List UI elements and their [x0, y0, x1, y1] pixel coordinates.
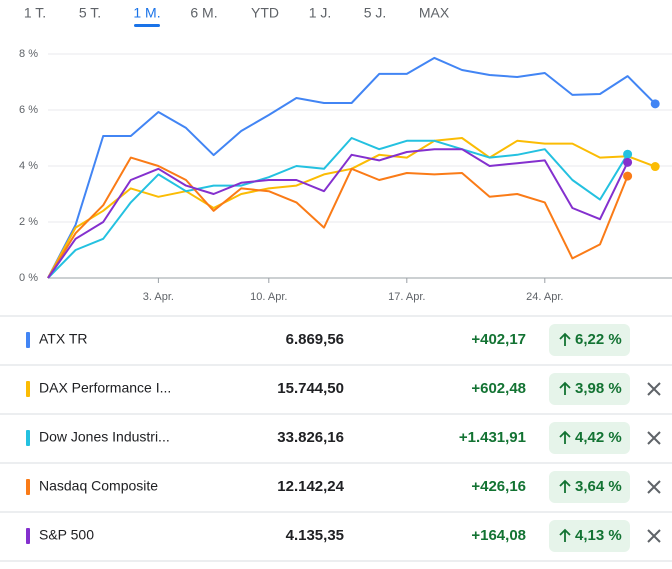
x-tick-label: 17. Apr. — [388, 291, 425, 303]
range-tab[interactable]: 6 M. — [190, 5, 217, 21]
up-arrow — [559, 528, 571, 542]
end-dot — [650, 162, 660, 172]
change: +426,16 — [471, 478, 526, 495]
series-line — [47, 156, 629, 279]
change: +602,48 — [471, 380, 526, 397]
up-arrow — [559, 430, 571, 444]
price: 15.744,50 — [277, 380, 344, 397]
index-name: ATX TR — [39, 331, 88, 347]
x-tick-label: 3. Apr. — [143, 291, 174, 303]
percent-chip — [549, 471, 630, 503]
percent-change: 3,64 % — [575, 478, 622, 495]
percent-chip — [549, 422, 630, 454]
remove-button[interactable] — [647, 431, 661, 445]
change: +164,08 — [471, 527, 526, 544]
index-name: Dow Jones Industri... — [39, 429, 170, 445]
change: +1.431,91 — [459, 429, 526, 446]
series-line — [47, 137, 656, 279]
y-tick-label: 2 % — [19, 216, 38, 228]
price: 33.826,16 — [277, 429, 344, 446]
percent-change: 3,98 % — [575, 380, 622, 397]
end-dot — [623, 171, 633, 181]
range-tab[interactable]: 1 M. — [133, 5, 160, 21]
y-tick-label: 4 % — [19, 160, 38, 172]
color-marker — [26, 479, 30, 495]
range-tab[interactable]: YTD — [251, 5, 279, 21]
range-tab[interactable]: MAX — [419, 5, 450, 21]
y-tick-label: 8 % — [19, 48, 38, 60]
change: +402,17 — [471, 331, 526, 348]
range-tab[interactable]: 1 J. — [309, 5, 332, 21]
series-line — [47, 137, 629, 279]
up-arrow — [559, 479, 571, 493]
price: 6.869,56 — [286, 331, 344, 348]
percent-change: 4,42 % — [575, 429, 622, 446]
y-tick-label: 0 % — [19, 272, 38, 284]
series-line — [47, 148, 629, 279]
remove-button[interactable] — [647, 529, 661, 543]
end-dot — [623, 157, 633, 167]
y-tick-label: 6 % — [19, 104, 38, 116]
percent-chip — [549, 324, 630, 356]
price: 12.142,24 — [277, 478, 344, 495]
index-name: DAX Performance I... — [39, 380, 171, 396]
percent-chip — [549, 373, 630, 405]
end-dot — [650, 99, 660, 109]
percent-change: 6,22 % — [575, 331, 622, 348]
remove-button[interactable] — [647, 480, 661, 494]
x-tick-label: 10. Apr. — [250, 291, 287, 303]
up-arrow — [559, 332, 571, 346]
color-marker — [26, 381, 30, 397]
percent-change: 4,13 % — [575, 527, 622, 544]
active-tab-underline — [134, 24, 160, 27]
index-name: Nasdaq Composite — [39, 478, 158, 494]
range-tab[interactable]: 5 J. — [364, 5, 387, 21]
x-tick-label: 24. Apr. — [526, 291, 563, 303]
remove-button[interactable] — [647, 382, 661, 396]
color-marker — [26, 332, 30, 348]
color-marker — [26, 430, 30, 446]
range-tab[interactable]: 1 T. — [24, 5, 46, 21]
index-name: S&P 500 — [39, 527, 94, 543]
percent-chip — [549, 520, 630, 552]
end-dot — [623, 149, 633, 159]
series-line — [47, 56, 656, 279]
range-tab[interactable]: 5 T. — [79, 5, 101, 21]
up-arrow — [559, 381, 571, 395]
color-marker — [26, 528, 30, 544]
price: 4.135,35 — [286, 527, 344, 544]
